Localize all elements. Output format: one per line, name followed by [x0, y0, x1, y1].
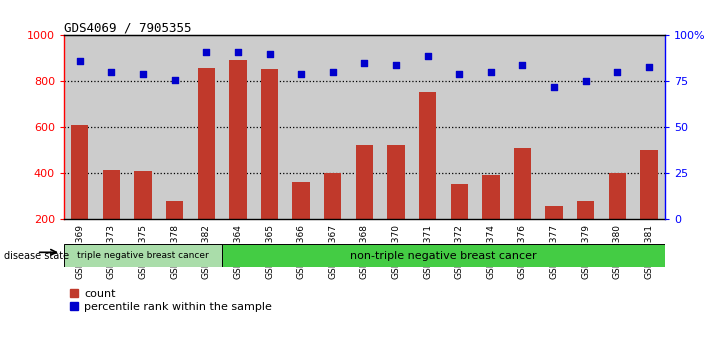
Point — [548, 84, 560, 90]
Point — [390, 62, 402, 68]
Text: triple negative breast cancer: triple negative breast cancer — [77, 251, 209, 260]
Point — [137, 71, 149, 77]
Bar — [419, 92, 437, 219]
Bar — [64, 244, 222, 267]
Bar — [380, 35, 412, 219]
Bar — [254, 35, 285, 219]
Bar — [577, 201, 594, 219]
Point — [580, 79, 592, 84]
Bar — [545, 206, 563, 219]
Bar — [222, 244, 665, 267]
Bar — [507, 35, 538, 219]
Bar — [285, 35, 317, 219]
Bar — [317, 35, 348, 219]
Bar — [570, 35, 602, 219]
Bar — [641, 150, 658, 219]
Bar — [444, 35, 475, 219]
Bar — [324, 173, 341, 219]
Point — [232, 49, 244, 55]
Legend: count, percentile rank within the sample: count, percentile rank within the sample — [70, 289, 272, 312]
Bar — [356, 145, 373, 219]
Bar — [95, 35, 127, 219]
Bar — [609, 173, 626, 219]
Point — [611, 69, 623, 75]
Bar — [348, 35, 380, 219]
Bar — [602, 35, 634, 219]
Bar — [71, 125, 88, 219]
Bar — [261, 69, 278, 219]
Point — [201, 49, 212, 55]
Bar — [387, 145, 405, 219]
Bar — [538, 35, 570, 219]
Bar — [292, 182, 310, 219]
Bar — [475, 35, 507, 219]
Bar — [191, 35, 222, 219]
Text: non-triple negative breast cancer: non-triple negative breast cancer — [350, 251, 537, 261]
Bar — [514, 148, 531, 219]
Point — [485, 69, 496, 75]
Point — [106, 69, 117, 75]
Point — [358, 60, 370, 66]
Point — [327, 69, 338, 75]
Text: GDS4069 / 7905355: GDS4069 / 7905355 — [64, 21, 191, 34]
Bar — [127, 35, 159, 219]
Bar — [166, 201, 183, 219]
Point — [643, 64, 655, 69]
Bar — [451, 184, 468, 219]
Point — [264, 51, 275, 57]
Bar — [102, 170, 120, 219]
Bar — [198, 68, 215, 219]
Bar — [222, 35, 254, 219]
Point — [422, 53, 433, 58]
Point — [169, 77, 181, 82]
Bar — [64, 35, 95, 219]
Bar — [634, 35, 665, 219]
Text: disease state: disease state — [4, 251, 69, 261]
Bar — [482, 175, 500, 219]
Bar — [159, 35, 191, 219]
Bar — [134, 171, 151, 219]
Point — [296, 71, 307, 77]
Point — [454, 71, 465, 77]
Point — [517, 62, 528, 68]
Bar — [229, 59, 247, 219]
Bar — [412, 35, 444, 219]
Point — [74, 58, 85, 64]
